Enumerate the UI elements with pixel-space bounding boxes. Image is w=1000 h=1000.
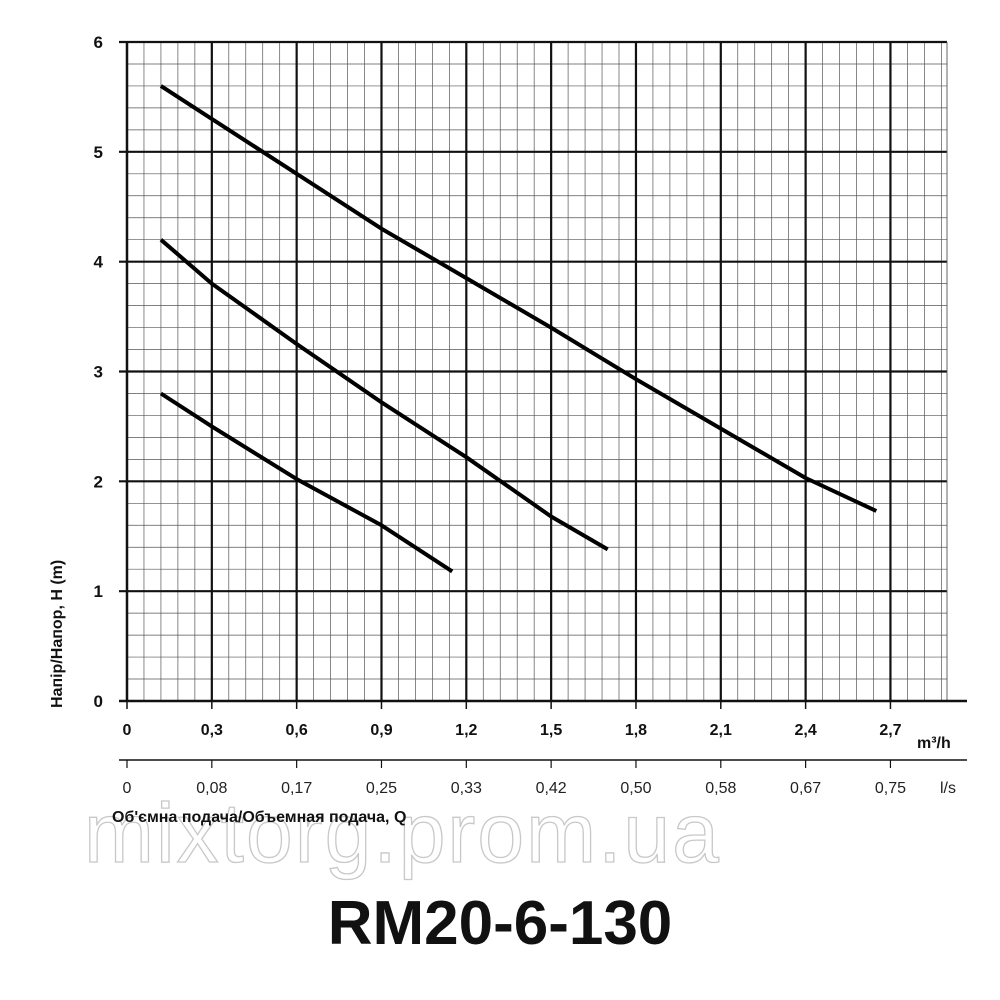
- model-title: RM20-6-130: [327, 889, 673, 958]
- x2-tick-label: 0,75: [875, 780, 906, 797]
- y-tick-label: 3: [94, 363, 103, 382]
- x2-axis-unit: l/s: [940, 780, 956, 797]
- x-tick-label: 0,3: [201, 722, 223, 739]
- x2-tick-label: 0,42: [536, 780, 567, 797]
- curve-speed-3: [159, 84, 878, 513]
- x2-tick-label: 0,33: [451, 780, 482, 797]
- x2-tick-label: 0,58: [705, 780, 736, 797]
- y-axis-title: Напір/Напор, H (m): [49, 560, 66, 708]
- y-tick-label: 6: [94, 33, 103, 52]
- x-tick-label: 1,2: [455, 722, 477, 739]
- y-tick-label: 2: [94, 472, 103, 491]
- curves: [159, 84, 878, 574]
- x-tick-label: 2,1: [710, 722, 732, 739]
- y-tick-label: 4: [94, 253, 104, 272]
- curve-speed-1: [159, 391, 454, 574]
- y-tick-label: 5: [94, 143, 103, 162]
- x2-tick-label: 0,50: [620, 780, 651, 797]
- x-axis-title: Об'ємна подача/Объемная подача, Q: [112, 809, 406, 826]
- x-tick-label: 2,7: [879, 722, 901, 739]
- x-tick-label: 1,5: [540, 722, 562, 739]
- x-axis-unit: m³/h: [917, 735, 951, 752]
- grid-major: [119, 40, 947, 701]
- x-tick-label: 0,9: [370, 722, 392, 739]
- x-tick-label: 1,8: [625, 722, 647, 739]
- x-tick-label: 0,6: [286, 722, 308, 739]
- x-tick-labels: 0 0,3 0,6 0,9 1,2 1,5 1,8 2,1 2,4 2,7: [123, 701, 902, 739]
- x-tick-label: 2,4: [794, 722, 816, 739]
- watermark: mixtorg.prom.ua: [84, 786, 721, 880]
- y-tick-label: 1: [94, 582, 103, 601]
- watermark-layer: mixtorg.prom.ua: [83, 785, 721, 880]
- x2-tick-label: 0,67: [790, 780, 821, 797]
- y-tick-labels: 0 1 2 3 4 5 6: [94, 33, 104, 711]
- x2-tick-label: 0: [123, 780, 132, 797]
- curve-speed-2: [159, 238, 609, 552]
- x2-tick-labels: 0 0,08 0,17 0,25 0,33 0,42 0,50 0,58 0,67 0,75: [123, 760, 906, 797]
- x2-tick-label: 0,08: [196, 780, 227, 797]
- x-tick-label: 0: [123, 722, 132, 739]
- x2-tick-label: 0,25: [366, 780, 397, 797]
- x2-tick-label: 0,17: [281, 780, 312, 797]
- y-tick-label: 0: [94, 692, 103, 711]
- axes: [119, 42, 967, 761]
